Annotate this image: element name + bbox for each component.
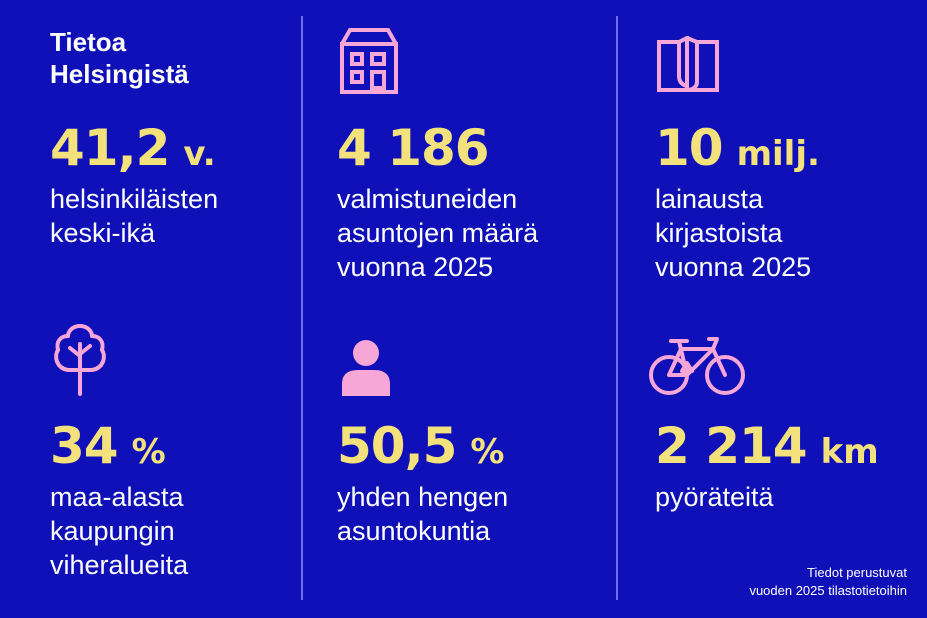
stat-value: 34 % [50,418,310,474]
stat-number: 2 214 [655,417,808,475]
stat-unit: % [131,432,166,472]
stat-value: 50,5 % [337,418,597,474]
stat-average-age: 41,2 v. helsinkiläisten keski-ikä [50,120,310,250]
stat-description: valmistuneiden asuntojen määrä vuonna 20… [337,184,539,282]
book-icon [657,36,719,92]
stat-number: 41,2 [50,119,170,177]
column-divider-right [616,16,618,600]
stat-single-person-households: 50,5 % yhden hengen asuntokuntia [337,418,597,548]
stat-value: 41,2 v. [50,120,310,176]
stat-number: 50,5 [337,417,457,475]
stat-number: 34 [50,417,119,475]
person-icon [342,340,390,396]
stat-completed-homes: 4 186 valmistuneiden asuntojen määrä vuo… [337,120,597,284]
tree-icon [54,324,106,396]
stat-library-loans: 10 milj. lainausta kirjastoista vuonna 2… [655,120,915,284]
stat-unit: km [820,432,879,472]
stat-cycle-paths: 2 214 km pyöräteitä [655,418,915,514]
stat-number: 4 186 [337,119,490,177]
building-icon [340,28,398,94]
source-footnote: Tiedot perustuvat vuoden 2025 tilastotie… [749,565,907,598]
stat-description: helsinkiläisten keski-ikä [50,184,219,248]
column-divider-left [301,16,303,600]
stat-unit: % [470,432,505,472]
page-title: Tietoa Helsingistä [50,27,189,89]
stat-unit: milj. [736,134,820,174]
stat-unit: v. [183,134,216,174]
stat-description: lainausta kirjastoista vuonna 2025 [655,184,812,282]
stat-description: pyöräteitä [655,482,774,512]
stat-number: 10 [655,119,724,177]
stat-value: 4 186 [337,120,597,176]
stat-description: yhden hengen asuntokuntia [337,482,509,546]
bicycle-icon [649,337,745,395]
stat-value: 10 milj. [655,120,915,176]
stat-green-areas: 34 % maa-alasta kaupungin viheralueita [50,418,310,582]
stat-description: maa-alasta kaupungin viheralueita [50,482,189,580]
stat-value: 2 214 km [655,418,915,474]
